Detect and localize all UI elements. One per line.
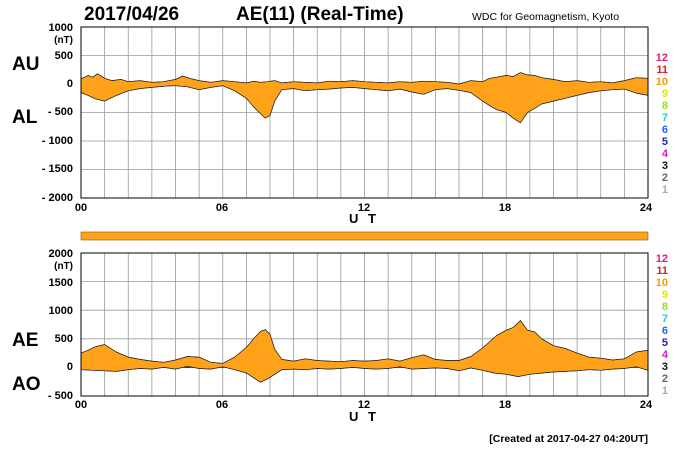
ae-label: AE	[12, 330, 38, 351]
au-al-y-axis: 1000 (nT) 500 0 - 500 - 1000 - 1500 - 20…	[42, 22, 73, 204]
x-tick-label: 18	[499, 399, 511, 411]
ao-series-line	[80, 366, 649, 383]
station-count-label: 10	[656, 277, 668, 289]
station-count-label: 7	[662, 313, 668, 325]
station-count-label: 4	[662, 349, 669, 361]
ae-ao-y-axis: 2000 (nT) 1500 1000 500 0 - 500	[48, 248, 73, 402]
x-tick-label: 06	[216, 202, 228, 214]
y-tick-label: 1500	[49, 277, 73, 289]
y-tick-label: 500	[55, 333, 73, 345]
y-tick-label: 0	[67, 361, 73, 373]
station-count-label: 6	[662, 124, 668, 136]
y-tick-label: 1000	[49, 22, 73, 34]
al-series-line	[80, 85, 649, 124]
x-axis-label: U T	[349, 211, 379, 226]
y-tick-label: - 1000	[42, 135, 73, 147]
x-tick-label: 12	[358, 202, 370, 214]
data-coverage-bar	[80, 231, 649, 241]
au-al-grid	[81, 27, 648, 198]
station-count-label: 3	[662, 160, 668, 172]
au-label: AU	[12, 54, 39, 75]
ao-label: AO	[12, 374, 41, 395]
y-unit-label: (nT)	[54, 261, 73, 272]
y-tick-label: 500	[55, 50, 73, 62]
station-count-label: 4	[662, 148, 669, 160]
y-tick-label: - 500	[48, 106, 73, 118]
x-tick-label: 00	[75, 202, 87, 214]
al-label: AL	[12, 107, 38, 128]
x-tick-label: 00	[75, 399, 87, 411]
x-tick-label: 24	[640, 399, 653, 411]
y-tick-label: 0	[67, 78, 73, 90]
x-tick-label: 24	[640, 202, 653, 214]
station-count-label: 10	[656, 76, 668, 88]
station-count-label: 12	[656, 253, 668, 265]
station-count-label: 8	[662, 301, 668, 313]
au-al-plot-frame	[80, 26, 649, 199]
station-count-label: 1	[662, 385, 668, 397]
x-axis-label: U T	[349, 409, 379, 424]
date-label: 2017/04/26	[84, 4, 179, 25]
x-tick-label: 12	[358, 399, 370, 411]
y-tick-label: - 2000	[42, 192, 73, 204]
station-count-label: 7	[662, 112, 668, 124]
station-count-label: 9	[662, 88, 668, 100]
y-unit-label: (nT)	[54, 35, 73, 46]
au-series-line	[80, 72, 649, 85]
y-tick-label: - 500	[48, 390, 73, 402]
au-al-x-axis: 00 06 12 18 24 U T	[75, 202, 653, 226]
station-count-label: 12	[656, 52, 668, 64]
station-count-label: 8	[662, 100, 668, 112]
ae-ao-plot-frame	[80, 252, 649, 397]
ae-ao-panel: 2000 (nT) 1500 1000 500 0 - 500 00 06 12…	[12, 248, 669, 424]
x-tick-label: 18	[499, 202, 511, 214]
au-al-panel: 1000 (nT) 500 0 - 500 - 1000 - 1500 - 20…	[12, 22, 669, 226]
station-count-label: 1	[662, 184, 668, 196]
created-timestamp: [Created at 2017-04-27 04:20UT]	[489, 433, 648, 445]
ae-ao-grid	[81, 253, 648, 396]
organization-label: WDC for Geomagnetism, Kyoto	[472, 11, 619, 23]
y-tick-label: - 1500	[42, 163, 73, 175]
ae-ao-x-axis: 00 06 12 18 24 U T	[75, 399, 653, 424]
y-tick-label: 1000	[49, 305, 73, 317]
station-count-label: 11	[656, 265, 668, 277]
station-count-label: 5	[662, 136, 668, 148]
station-count-label: 2	[662, 172, 668, 184]
chart-title: AE(11) (Real-Time)	[236, 4, 404, 25]
station-count-label: 11	[656, 64, 668, 76]
x-tick-label: 06	[216, 399, 228, 411]
y-tick-label: 2000	[49, 248, 73, 260]
station-count-label: 9	[662, 289, 668, 301]
station-count-label: 6	[662, 325, 668, 337]
ae-series-line	[80, 320, 649, 364]
station-count-label: 5	[662, 337, 668, 349]
station-count-label: 3	[662, 361, 668, 373]
station-count-label: 2	[662, 373, 668, 385]
